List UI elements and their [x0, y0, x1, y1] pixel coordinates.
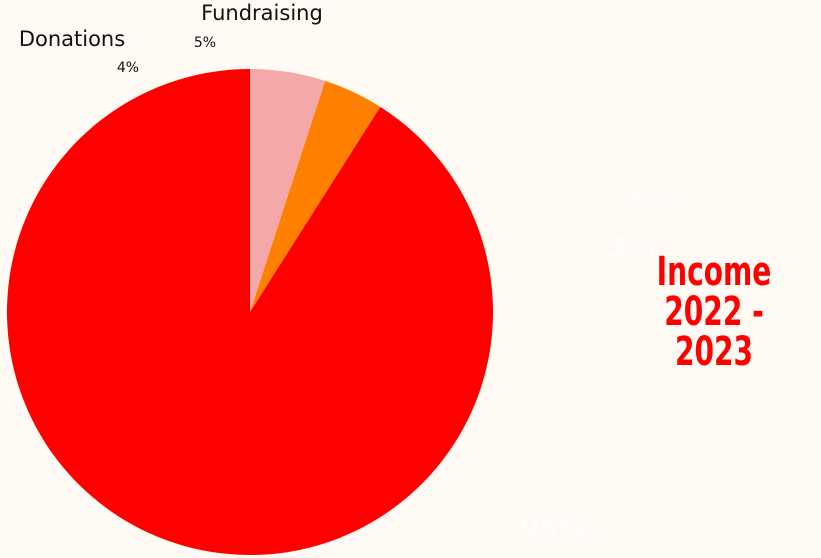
overlay-label-3pct: 3%	[607, 230, 655, 263]
slice-percent-fundraising: 5%	[194, 35, 216, 51]
overlay-label-2pct: 2%	[624, 186, 672, 219]
pie-slice-main	[6, 69, 493, 555]
pie-slice-fundraising	[250, 69, 326, 312]
chart-title-line-2: 2022 - 2023	[664, 289, 764, 375]
slice-label-donations: Donations	[19, 27, 125, 51]
chart-title-line-1: Income	[656, 249, 772, 295]
slice-label-fundraising: Fundraising	[201, 1, 323, 25]
overlay-label-95pct: 95%	[520, 512, 588, 545]
pie-slices	[6, 69, 493, 555]
pie-slice-donations	[250, 80, 381, 312]
slice-labels: Donations 4% Fundraising 5%	[19, 1, 323, 76]
chart-title: Income 2022 - 2023	[633, 252, 795, 372]
slice-percent-donations: 4%	[117, 60, 139, 76]
